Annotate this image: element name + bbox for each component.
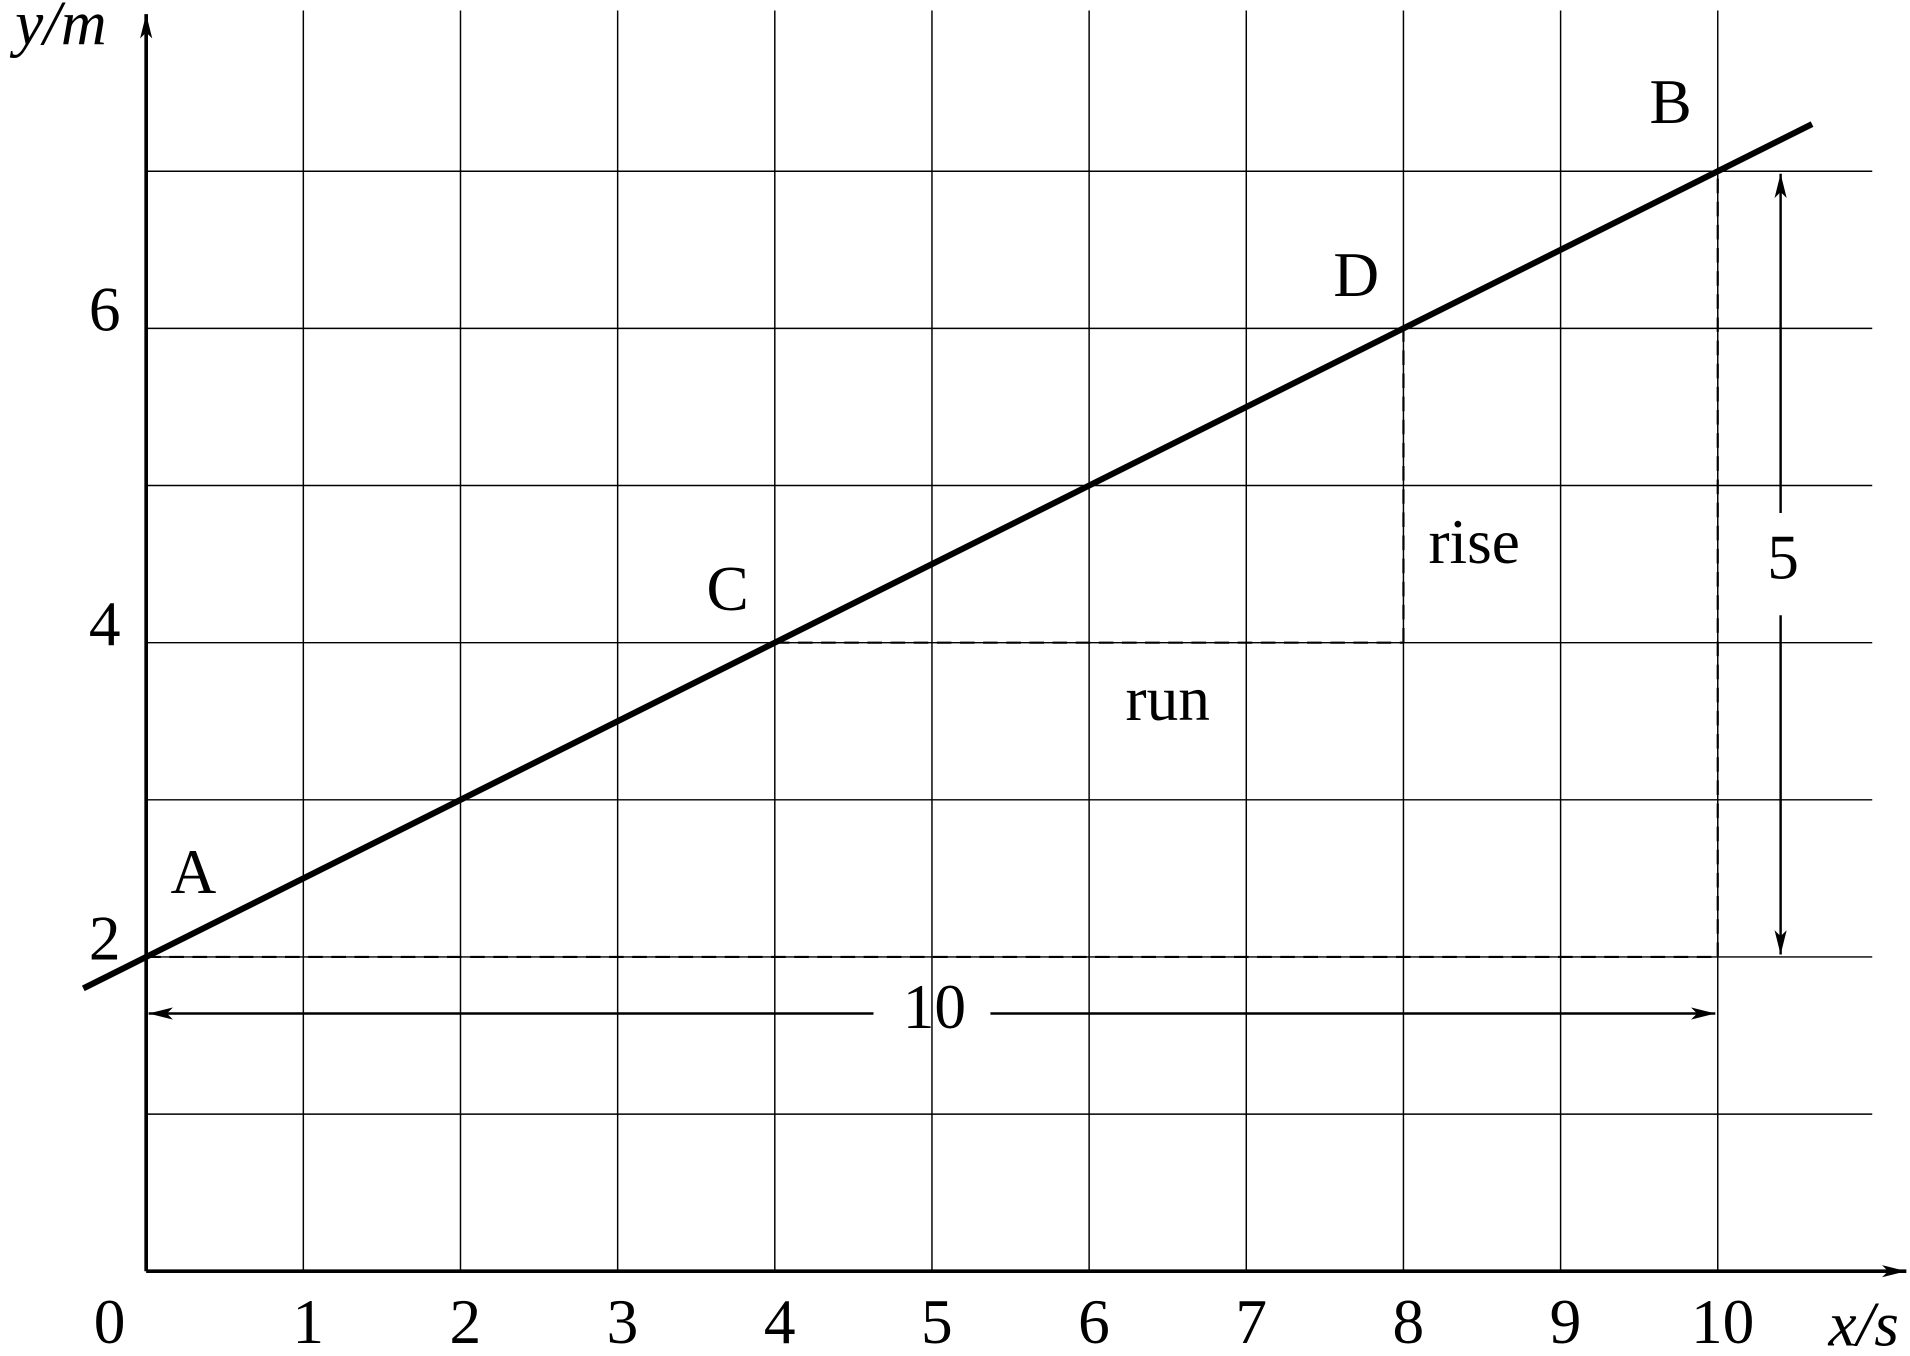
dimension-label: 5 [1767,523,1799,593]
x-tick-label: 1 [292,1287,324,1356]
annotation: run [1125,664,1209,734]
x-tick-label: 4 [764,1287,796,1356]
annotation: rise [1428,507,1519,577]
point-label: B [1649,67,1691,137]
y-tick-label: 4 [89,589,121,659]
x-tick-label: 5 [921,1287,953,1356]
y-axis-label: y/m [9,0,106,58]
x-tick-label: 3 [607,1287,639,1356]
x-tick-label: 7 [1235,1287,1267,1356]
x-tick-label: 2 [450,1287,482,1356]
point-label: C [707,554,749,624]
x-tick-label: 10 [1691,1287,1754,1356]
y-tick-label: 2 [89,903,121,973]
point-label: A [170,837,216,907]
y-tick-label: 6 [89,275,121,345]
dimension-label: 10 [903,972,966,1042]
data-line [81,121,1814,992]
x-tick-label: 8 [1392,1287,1424,1356]
point-label: D [1333,240,1379,310]
x-tick-label: 6 [1078,1287,1110,1356]
x-tick-label: 0 [94,1287,126,1356]
x-axis-label: x/s [1828,1289,1899,1356]
x-tick-label: 9 [1550,1287,1582,1356]
